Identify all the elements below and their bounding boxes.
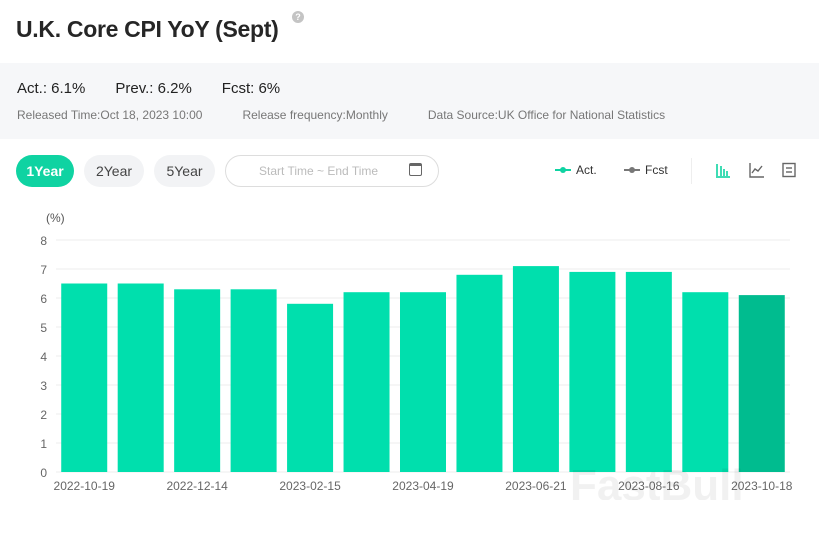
bar-chart-icon[interactable] bbox=[715, 162, 731, 178]
bar[interactable] bbox=[287, 303, 334, 472]
bar[interactable] bbox=[343, 292, 390, 472]
range-2year-button[interactable]: 2Year bbox=[84, 155, 144, 187]
actual-value: Act.: 6.1% bbox=[17, 80, 86, 97]
x-tick-label: 2023-10-18 bbox=[731, 479, 793, 493]
legend-fcst-label: Fcst bbox=[645, 163, 668, 177]
legend-act-label: Act. bbox=[576, 163, 597, 177]
calendar-icon[interactable] bbox=[409, 163, 422, 176]
date-range-placeholder: Start Time ~ End Time bbox=[259, 164, 379, 178]
y-tick-label: 5 bbox=[40, 321, 47, 335]
x-tick-label: 2022-12-14 bbox=[166, 479, 228, 493]
y-tick-label: 6 bbox=[40, 292, 47, 306]
bar[interactable] bbox=[512, 266, 559, 472]
y-tick-label: 2 bbox=[40, 408, 47, 422]
y-tick-label: 0 bbox=[40, 466, 47, 480]
legend-act-marker bbox=[555, 167, 571, 173]
bar[interactable] bbox=[400, 292, 446, 472]
x-tick-label: 2022-10-19 bbox=[54, 479, 116, 493]
table-icon[interactable] bbox=[781, 162, 797, 178]
date-range-input[interactable]: Start Time ~ End Time bbox=[225, 155, 439, 187]
data-source: Data Source:UK Office for National Stati… bbox=[427, 108, 666, 122]
bar[interactable] bbox=[174, 289, 221, 472]
bar[interactable] bbox=[625, 271, 672, 472]
summary-meta: Released Time:Oct 18, 2023 10:00 Release… bbox=[17, 108, 665, 122]
x-tick-label: 2023-02-15 bbox=[279, 479, 341, 493]
range-5year-button[interactable]: 5Year bbox=[154, 155, 215, 187]
y-tick-label: 4 bbox=[40, 350, 47, 364]
range-1year-button[interactable]: 1Year bbox=[16, 155, 74, 187]
page-title: U.K. Core CPI YoY (Sept) bbox=[16, 16, 279, 42]
summary-panel bbox=[0, 63, 819, 139]
y-tick-label: 1 bbox=[40, 437, 47, 451]
y-tick-label: 3 bbox=[40, 379, 47, 393]
y-tick-label: 7 bbox=[40, 263, 47, 277]
bar[interactable] bbox=[117, 283, 164, 473]
bar[interactable] bbox=[230, 289, 277, 472]
bar[interactable] bbox=[456, 274, 503, 472]
legend-fcst[interactable]: Fcst bbox=[624, 163, 668, 177]
legend-fcst-marker bbox=[624, 167, 640, 173]
line-chart-icon[interactable] bbox=[749, 162, 765, 178]
x-tick-label: 2023-08-16 bbox=[618, 479, 680, 493]
summary-values: Act.: 6.1% Prev.: 6.2% Fcst: 6% bbox=[17, 80, 280, 97]
previous-value: Prev.: 6.2% bbox=[115, 80, 192, 97]
bar[interactable] bbox=[682, 292, 729, 472]
bar-chart: (%) 0 1 2 3 4 5 6 7 8 2022-10-19 2022-12-14 2023-02… bbox=[40, 211, 793, 500]
released-time: Released Time:Oct 18, 2023 10:00 bbox=[17, 108, 203, 122]
question-circle-icon[interactable]: ? bbox=[292, 11, 304, 23]
divider bbox=[691, 158, 692, 184]
release-frequency: Release frequency:Monthly bbox=[242, 108, 388, 122]
bar[interactable] bbox=[569, 271, 616, 472]
watermark-logo: FastBull bbox=[570, 461, 744, 500]
x-tick-label: 2023-04-19 bbox=[392, 479, 454, 493]
x-tick-label: 2023-06-21 bbox=[505, 479, 567, 493]
forecast-value: Fcst: 6% bbox=[221, 80, 281, 97]
legend-act[interactable]: Act. bbox=[555, 163, 597, 177]
y-tick-label: 8 bbox=[40, 234, 47, 248]
bar[interactable] bbox=[738, 295, 785, 472]
y-axis-label: (%) bbox=[46, 211, 65, 225]
bar[interactable] bbox=[61, 283, 108, 473]
